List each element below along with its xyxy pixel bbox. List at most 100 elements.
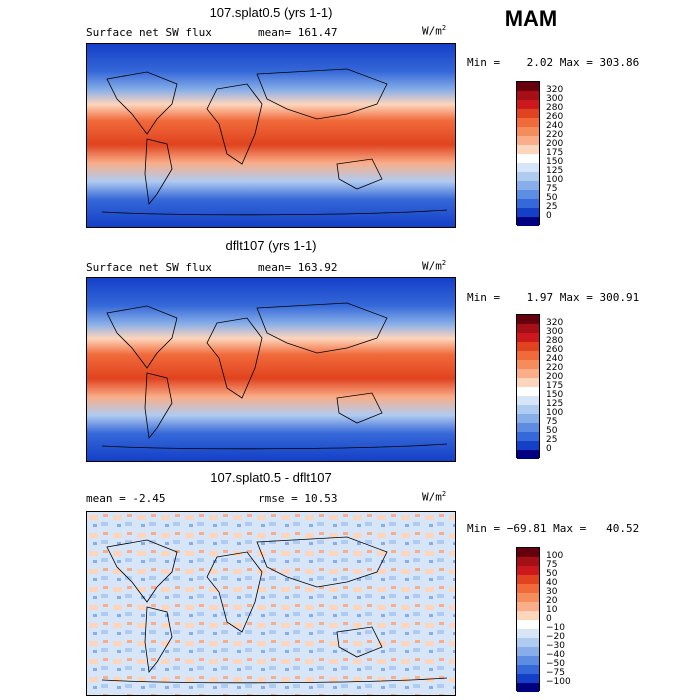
- colorbar-swatch: [517, 351, 539, 360]
- season-label: MAM: [504, 6, 558, 31]
- colorbar-swatch: [517, 163, 539, 172]
- panel-3-units: W/m2: [422, 490, 447, 504]
- colorbar-tick-label: 25: [546, 202, 558, 212]
- panel-3-map: [86, 511, 456, 696]
- colorbar-tick-label: 0: [546, 444, 552, 454]
- colorbar-swatch: [517, 360, 539, 369]
- colorbar-tick-label: 0: [546, 614, 552, 624]
- colorbar-swatch: [517, 674, 539, 683]
- panel-1-map: [86, 43, 456, 228]
- colorbar-swatch: [517, 665, 539, 674]
- panel-3-colorbar: [516, 547, 540, 692]
- colorbar-swatch: [517, 584, 539, 593]
- colorbar-tick-label: 175: [546, 148, 564, 158]
- colorbar-tick-label: 100: [546, 551, 564, 561]
- colorbar-swatch: [517, 217, 539, 226]
- panel-2-map-svg: [87, 278, 455, 461]
- colorbar-swatch: [517, 172, 539, 181]
- colorbar-tick-label: 125: [546, 399, 564, 409]
- panel-1-minmax: Min = 2.02 Max = 303.86: [467, 56, 640, 69]
- colorbar-tick-label: 75: [546, 560, 558, 570]
- colorbar-tick-label: 150: [546, 390, 564, 400]
- panel-3-map-svg: [87, 512, 455, 695]
- colorbar-tick-label: 260: [546, 112, 564, 122]
- colorbar-swatch: [517, 369, 539, 378]
- panel-2-mean-label: mean= 163.92: [258, 261, 338, 274]
- colorbar-tick-label: 240: [546, 354, 564, 364]
- colorbar-tick-label: 280: [546, 336, 564, 346]
- colorbar-tick-label: 50: [546, 193, 558, 203]
- colorbar-tick-label: 220: [546, 363, 564, 373]
- colorbar-tick-label: 200: [546, 139, 564, 149]
- colorbar-swatch: [517, 611, 539, 620]
- colorbar-swatch: [517, 602, 539, 611]
- colorbar-swatch: [517, 629, 539, 638]
- colorbar-swatch: [517, 638, 539, 647]
- panel-2-map: [86, 277, 456, 462]
- panel-1-title: 107.splat0.5 (yrs 1-1): [209, 5, 333, 20]
- colorbar-swatch: [517, 414, 539, 423]
- colorbar-swatch: [517, 387, 539, 396]
- colorbar-tick-label: 260: [546, 345, 564, 355]
- colorbar-tick-label: 50: [546, 426, 558, 436]
- colorbar-tick-label: −50: [546, 659, 565, 669]
- colorbar-swatch: [517, 432, 539, 441]
- colorbar-swatch: [517, 620, 539, 629]
- colorbar-tick-label: −10: [546, 623, 565, 633]
- colorbar-tick-label: −100: [546, 677, 571, 687]
- colorbar-tick-label: 220: [546, 130, 564, 140]
- colorbar-swatch: [517, 208, 539, 217]
- colorbar-tick-label: 280: [546, 103, 564, 113]
- colorbar-swatch: [517, 82, 539, 91]
- colorbar-swatch: [517, 145, 539, 154]
- colorbar-tick-label: −40: [546, 650, 565, 660]
- panel-3-rmse-label: rmse = 10.53: [258, 492, 338, 505]
- colorbar-tick-label: 150: [546, 157, 564, 167]
- colorbar-swatch: [517, 127, 539, 136]
- colorbar-tick-label: 75: [546, 417, 558, 427]
- colorbar-tick-label: 75: [546, 184, 558, 194]
- colorbar-swatch: [517, 324, 539, 333]
- colorbar-swatch: [517, 396, 539, 405]
- colorbar-tick-label: −30: [546, 641, 565, 651]
- colorbar-swatch: [517, 100, 539, 109]
- colorbar-swatch: [517, 315, 539, 324]
- colorbar-tick-label: 100: [546, 408, 564, 418]
- colorbar-tick-label: 300: [546, 327, 564, 337]
- colorbar-tick-label: 10: [546, 605, 558, 615]
- colorbar-swatch: [517, 333, 539, 342]
- colorbar-swatch: [517, 136, 539, 145]
- panel-2-variable-label: Surface net SW flux: [86, 261, 212, 274]
- panel-2-colorbar: [516, 314, 540, 459]
- colorbar-swatch: [517, 557, 539, 566]
- colorbar-tick-label: 125: [546, 166, 564, 176]
- colorbar-swatch: [517, 154, 539, 163]
- colorbar-swatch: [517, 450, 539, 459]
- colorbar-tick-label: 50: [546, 569, 558, 579]
- colorbar-swatch: [517, 566, 539, 575]
- colorbar-tick-label: −75: [546, 668, 565, 678]
- colorbar-tick-label: 320: [546, 85, 564, 95]
- colorbar-swatch: [517, 593, 539, 602]
- colorbar-tick-label: −20: [546, 632, 565, 642]
- panel-1-map-svg: [87, 44, 455, 227]
- colorbar-tick-label: 20: [546, 596, 558, 606]
- colorbar-tick-label: 320: [546, 318, 564, 328]
- panel-2-title: dflt107 (yrs 1-1): [225, 238, 317, 253]
- colorbar-tick-label: 175: [546, 381, 564, 391]
- colorbar-swatch: [517, 109, 539, 118]
- colorbar-swatch: [517, 656, 539, 665]
- colorbar-swatch: [517, 423, 539, 432]
- colorbar-swatch: [517, 91, 539, 100]
- colorbar-swatch: [517, 190, 539, 199]
- colorbar-swatch: [517, 181, 539, 190]
- colorbar-tick-label: 100: [546, 175, 564, 185]
- panel-3-title: 107.splat0.5 - dflt107: [210, 470, 332, 485]
- colorbar-swatch: [517, 405, 539, 414]
- colorbar-tick-label: 200: [546, 372, 564, 382]
- colorbar-swatch: [517, 199, 539, 208]
- panel-1-variable-label: Surface net SW flux: [86, 26, 212, 39]
- colorbar-tick-label: 40: [546, 578, 558, 588]
- panel-3-mean-label: mean = -2.45: [86, 492, 166, 505]
- panel-1-colorbar: [516, 81, 540, 226]
